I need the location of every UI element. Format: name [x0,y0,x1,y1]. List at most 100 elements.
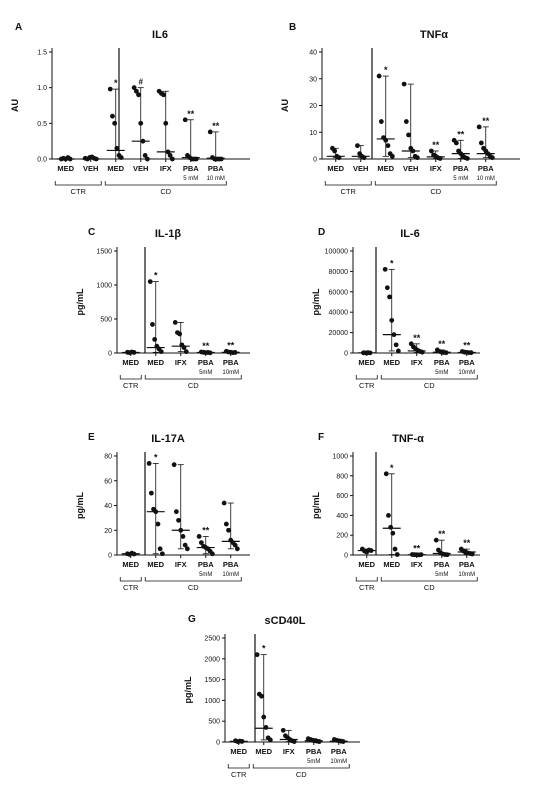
data-point [383,137,389,143]
y-axis-label: AU [10,99,20,112]
data-point [263,725,269,730]
y-axis-label: pg/mL [311,492,321,519]
x-tick-label: VEH [403,164,418,173]
data-point [163,120,169,126]
group-bracket [119,375,142,380]
data-point [169,156,175,162]
significance-mark: ** [413,333,421,343]
x-tick-sublabel: 5mM [435,572,448,578]
x-tick-sublabel: 10mM [222,572,239,578]
data-point [383,471,389,477]
group-bracket [380,375,478,380]
significance-mark: * [390,258,394,268]
x-tick-label: PBA [434,358,450,367]
y-tick-label: 0 [108,351,112,358]
y-tick-label: 80000 [329,269,349,276]
data-point [355,143,360,149]
x-tick-sublabel: 10mM [222,370,239,376]
data-point [181,345,187,350]
data-point [382,266,388,272]
data-point [133,88,139,94]
data-point [414,155,420,161]
significance-mark: ** [187,109,195,119]
data-point [232,542,238,548]
data-point [146,461,152,466]
x-tick-label: PBA [223,560,239,569]
data-point [152,337,158,342]
significance-mark: ** [413,544,421,554]
x-tick-label: IFX [411,358,423,367]
group-bracket [355,375,378,380]
panel-letter: D [318,227,325,238]
group-label: CTR [123,381,139,390]
x-tick-label: IFX [175,560,187,569]
y-tick-label: 80 [104,454,112,461]
x-tick-sublabel: 10 mM [207,176,225,182]
panel-letter: A [15,22,22,33]
data-point [159,551,165,557]
data-point [403,119,409,124]
data-point [394,552,400,557]
y-tick-label: 1500 [204,677,220,684]
y-tick-label: 2500 [204,636,220,643]
x-tick-label: PBA [198,560,214,569]
y-tick-label: 20 [309,103,317,110]
group-label: CD [430,187,441,196]
data-point [476,124,482,130]
y-tick-label: 400 [336,513,348,520]
y-axis-label: pg/mL [183,676,193,703]
group-bracket [54,181,102,186]
data-point [391,332,397,338]
y-tick-label: 40000 [329,310,349,317]
x-tick-sublabel: 10mM [458,572,475,578]
data-point [393,342,399,348]
data-point [418,552,424,558]
x-tick-label: MED [147,358,164,367]
y-tick-label: 500 [100,317,112,324]
significance-mark: ** [202,341,210,351]
data-point [207,350,213,356]
data-point [261,714,267,720]
data-point [433,537,439,543]
data-point [254,652,260,658]
y-tick-label: 2000 [204,656,220,663]
data-point [182,117,188,123]
y-tick-label: 0.5 [37,121,47,128]
data-point [443,350,449,356]
data-point [385,143,391,149]
group-label: CD [424,583,435,592]
data-point [142,153,148,158]
x-tick-label: IFX [160,164,172,173]
group-bracket [227,764,250,769]
y-axis-label: pg/mL [75,492,85,519]
data-point [157,546,163,552]
data-point [209,551,215,557]
group-bracket [374,181,497,186]
significance-mark: ** [227,340,235,350]
y-tick-label: 1.0 [37,85,47,92]
data-point [361,155,367,161]
significance-mark: ** [482,116,490,126]
x-tick-label: MED [377,164,394,173]
data-point [172,320,178,325]
y-tick-label: 0 [108,553,112,560]
group-label: CD [424,381,435,390]
x-tick-label: PBA [459,560,475,569]
group-label: CTR [231,770,247,779]
data-point [114,145,120,151]
panel-d: D IL-6 pg/mL 0 20000 40000 60000 80000 100000 MED… [311,227,480,390]
panel-letter: C [88,227,95,238]
y-tick-label: 60000 [329,289,349,296]
group-bracket [119,577,142,582]
group-label: CTR [341,187,357,196]
data-point [489,155,495,161]
x-tick-label: PBA [331,747,347,756]
x-tick-label: IFX [283,747,295,756]
chart-title: IL-6 [400,228,420,240]
data-point [223,521,229,527]
data-point [148,490,154,496]
data-point [332,148,338,154]
chart-title: IL-17A [151,433,185,445]
y-tick-label: 20000 [329,330,349,337]
